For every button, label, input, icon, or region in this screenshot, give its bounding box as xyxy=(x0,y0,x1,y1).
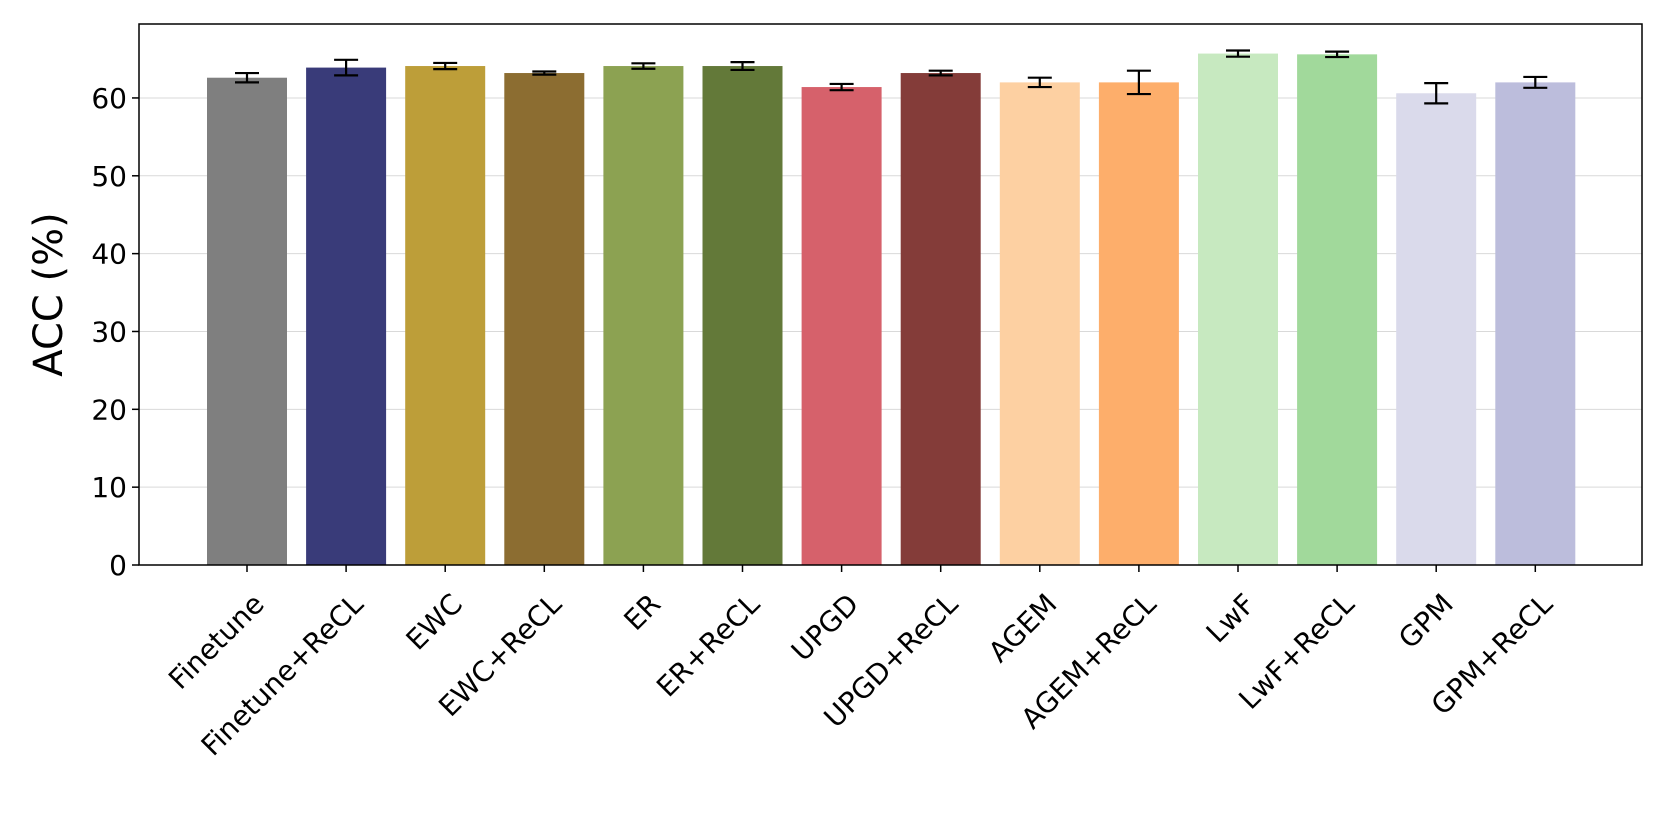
bar xyxy=(405,66,486,565)
x-tick-label: ER+ReCL xyxy=(650,587,766,703)
error-bar xyxy=(631,62,656,70)
error-bar xyxy=(730,61,755,72)
grid-lines xyxy=(139,97,1642,488)
bar xyxy=(900,73,981,566)
bar xyxy=(207,77,287,566)
x-tick-label: EWC xyxy=(400,587,469,656)
y-tick-label: 50 xyxy=(91,160,127,193)
y-axis-title: ACC (%) xyxy=(26,212,72,376)
error-bar xyxy=(532,70,557,76)
error-bars xyxy=(235,49,1548,105)
bar xyxy=(1098,82,1179,566)
y-tick-label: 40 xyxy=(91,238,127,271)
y-tick-label: 20 xyxy=(91,393,127,426)
error-bar xyxy=(1523,75,1548,89)
x-tick-label: LwF xyxy=(1200,587,1262,649)
bar xyxy=(702,66,783,565)
bar xyxy=(1297,54,1378,565)
error-bar xyxy=(433,61,458,71)
error-bar xyxy=(1126,69,1151,96)
bar xyxy=(603,66,684,565)
y-tick-label: 10 xyxy=(91,471,127,504)
x-tick-label: ER xyxy=(617,587,667,637)
error-bar xyxy=(1027,76,1052,89)
error-bar xyxy=(928,69,953,77)
error-bar xyxy=(334,58,359,77)
bar xyxy=(801,87,882,566)
plot-frame xyxy=(138,23,1643,566)
bars xyxy=(207,53,1576,566)
error-bar xyxy=(1325,50,1350,59)
x-tick-label: GPM xyxy=(1392,587,1460,655)
error-bar xyxy=(1424,82,1449,105)
y-axis: 0 10 20 30 40 50 60 xyxy=(91,82,139,582)
bar xyxy=(504,73,585,566)
x-tick-label: AGEM xyxy=(982,587,1063,668)
bar xyxy=(999,82,1080,566)
bar xyxy=(1396,93,1477,565)
y-tick-label: 60 xyxy=(91,82,127,115)
error-bar xyxy=(235,71,259,84)
bar xyxy=(1198,53,1278,565)
y-tick-label: 0 xyxy=(109,549,127,582)
error-bar xyxy=(1226,49,1250,58)
x-tick-label: UPGD xyxy=(785,587,865,667)
error-bar xyxy=(829,82,854,92)
bar xyxy=(306,67,387,565)
bar xyxy=(1495,82,1576,566)
y-tick-label: 30 xyxy=(91,315,127,348)
